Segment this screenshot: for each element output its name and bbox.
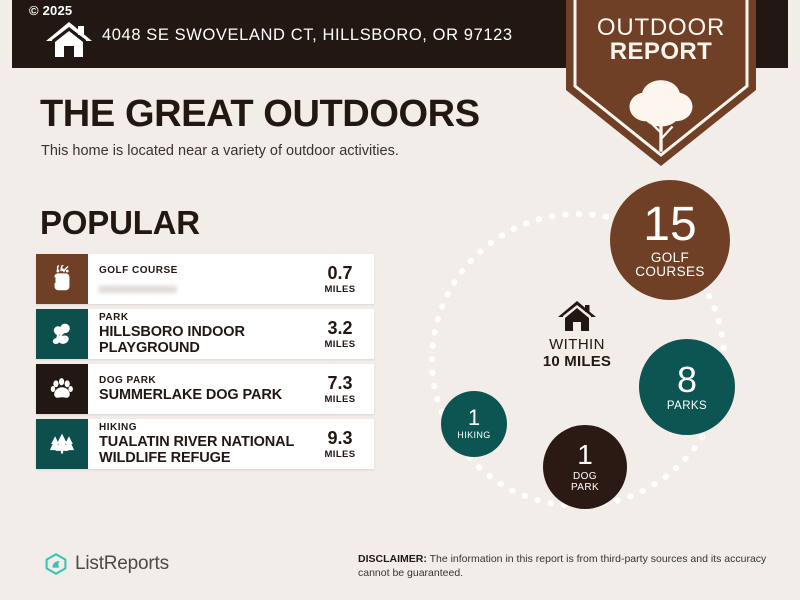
- bubble-value: 15: [643, 197, 697, 251]
- within-label-line1: WITHIN: [549, 336, 605, 353]
- bubble-hiking[interactable]: 1 HIKING: [441, 391, 507, 457]
- pine-trees-icon: [36, 419, 88, 469]
- list-item-unit: MILES: [324, 393, 356, 405]
- popular-list: GOLF COURSE ▃▃▃▃▃▃▃ 0.7 MILES P: [36, 254, 374, 474]
- bubble-label: GOLF COURSES: [635, 249, 705, 279]
- bubble-golf-courses[interactable]: 15 GOLF COURSES: [610, 180, 730, 300]
- within-label: WITHIN 10 MILES: [498, 336, 656, 371]
- listreports-logo[interactable]: ListReports: [44, 552, 169, 576]
- list-item-name: SUMMERLAKE DOG PARK: [99, 387, 283, 404]
- property-address: 4048 SE SWOVELAND CT, HILLSBORO, OR 9712…: [102, 26, 513, 44]
- listreports-pin-icon: [44, 552, 68, 576]
- list-item[interactable]: DOG PARK SUMMERLAKE DOG PARK 7.3 MILES: [36, 364, 374, 414]
- popular-heading: POPULAR: [40, 204, 200, 241]
- page-subtitle: This home is located near a variety of o…: [41, 143, 399, 159]
- paw-print-icon: [36, 364, 88, 414]
- list-item-distance-group: 9.3 MILES: [312, 419, 374, 469]
- tree-icon: [629, 80, 693, 152]
- list-item-text: HIKING TUALATIN RIVER NATIONAL WILDLIFE …: [88, 419, 312, 469]
- list-item-unit: MILES: [324, 338, 356, 350]
- disclaimer-label: DISCLAIMER:: [358, 553, 427, 565]
- list-item-distance-group: 7.3 MILES: [312, 364, 374, 414]
- list-item-distance: 3.2: [327, 317, 353, 338]
- list-item[interactable]: PARK HILLSBORO INDOOR PLAYGROUND 3.2 MIL…: [36, 309, 374, 359]
- bubble-label: HIKING: [457, 430, 491, 441]
- list-item-category: HIKING: [99, 421, 137, 433]
- park-trees-icon: [36, 309, 88, 359]
- house-icon: [45, 20, 93, 58]
- page-title: THE GREAT OUTDOORS: [40, 93, 480, 135]
- list-item-text: GOLF COURSE ▃▃▃▃▃▃▃: [88, 254, 312, 304]
- list-item-category: GOLF COURSE: [99, 264, 178, 276]
- golf-bag-icon: [36, 254, 88, 304]
- list-item-distance-group: 0.7 MILES: [312, 254, 374, 304]
- house-icon: [557, 300, 597, 332]
- bubble-label: PARKS: [666, 399, 708, 412]
- bubble-dog-park[interactable]: 1 DOG PARK: [543, 425, 627, 509]
- list-item-name: HILLSBORO INDOOR PLAYGROUND: [99, 324, 245, 357]
- list-item-distance-group: 3.2 MILES: [312, 309, 374, 359]
- disclaimer: DISCLAIMER: The information in this repo…: [358, 552, 778, 580]
- list-item-name: TUALATIN RIVER NATIONAL WILDLIFE REFUGE: [99, 434, 295, 467]
- list-item-category: PARK: [99, 311, 129, 323]
- listreports-logo-text: ListReports: [75, 553, 169, 574]
- list-item-distance: 0.7: [327, 262, 353, 283]
- list-item-unit: MILES: [324, 283, 356, 295]
- list-item-unit: MILES: [324, 448, 356, 460]
- bubble-label: DOG PARK: [570, 471, 600, 493]
- disclaimer-text: The information in this report is from t…: [358, 553, 767, 580]
- bubble-parks[interactable]: 8 PARKS: [639, 339, 735, 435]
- list-item-name: ▃▃▃▃▃▃▃: [99, 277, 177, 294]
- copyright-text: © 2025: [29, 3, 73, 18]
- bubble-value: 1: [467, 405, 481, 431]
- list-item-distance: 7.3: [327, 372, 353, 393]
- list-item[interactable]: HIKING TUALATIN RIVER NATIONAL WILDLIFE …: [36, 419, 374, 469]
- bubble-value: 1: [577, 439, 593, 470]
- outdoor-report-badge: OUTDOOR REPORT: [566, 0, 756, 166]
- within-label-line2: 10 MILES: [542, 353, 612, 371]
- list-item[interactable]: GOLF COURSE ▃▃▃▃▃▃▃ 0.7 MILES: [36, 254, 374, 304]
- list-item-text: DOG PARK SUMMERLAKE DOG PARK: [88, 364, 312, 414]
- bubble-value: 8: [676, 358, 698, 400]
- list-item-text: PARK HILLSBORO INDOOR PLAYGROUND: [88, 309, 312, 359]
- list-item-category: DOG PARK: [99, 374, 157, 386]
- list-item-distance: 9.3: [327, 427, 353, 448]
